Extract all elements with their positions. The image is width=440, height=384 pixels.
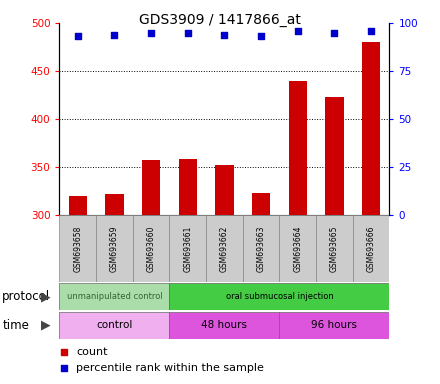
Bar [215, 165, 234, 215]
Bar [69, 196, 87, 215]
Bar [316, 215, 353, 282]
Bar [325, 97, 344, 215]
Text: protocol: protocol [2, 290, 50, 303]
Point [184, 30, 191, 36]
Bar [289, 81, 307, 215]
Bar [105, 194, 124, 215]
Bar [279, 215, 316, 282]
Bar [169, 312, 279, 339]
Bar [206, 215, 243, 282]
Text: 48 hours: 48 hours [202, 320, 247, 330]
Text: ▶: ▶ [41, 290, 51, 303]
Bar [142, 161, 160, 215]
Text: time: time [2, 319, 29, 332]
Bar [179, 159, 197, 215]
Point [331, 30, 338, 36]
Text: unmanipulated control: unmanipulated control [66, 292, 162, 301]
Point [61, 364, 68, 371]
Point [367, 28, 374, 34]
Bar [169, 283, 389, 310]
Text: GSM693662: GSM693662 [220, 225, 229, 272]
Text: GDS3909 / 1417866_at: GDS3909 / 1417866_at [139, 13, 301, 27]
Bar [362, 42, 380, 215]
Text: GSM693665: GSM693665 [330, 225, 339, 272]
Point [257, 33, 264, 40]
Text: GSM693659: GSM693659 [110, 225, 119, 272]
Bar [59, 215, 96, 282]
Bar [279, 312, 389, 339]
Bar [243, 215, 279, 282]
Point [294, 28, 301, 34]
Text: GSM693660: GSM693660 [147, 225, 156, 272]
Bar [169, 215, 206, 282]
Text: GSM693661: GSM693661 [183, 225, 192, 272]
Text: control: control [96, 320, 132, 330]
Bar [59, 283, 169, 310]
Bar [59, 312, 169, 339]
Bar [252, 193, 270, 215]
Text: 96 hours: 96 hours [312, 320, 357, 330]
Text: percentile rank within the sample: percentile rank within the sample [76, 362, 264, 372]
Text: GSM693663: GSM693663 [257, 225, 266, 272]
Text: GSM693658: GSM693658 [73, 225, 82, 272]
Text: GSM693666: GSM693666 [367, 225, 376, 272]
Text: ▶: ▶ [41, 319, 51, 332]
Point [74, 33, 81, 40]
Bar [133, 215, 169, 282]
Point [221, 31, 228, 38]
Bar [96, 215, 133, 282]
Point [111, 31, 118, 38]
Text: GSM693664: GSM693664 [293, 225, 302, 272]
Text: oral submucosal injection: oral submucosal injection [226, 292, 333, 301]
Bar [353, 215, 389, 282]
Text: count: count [76, 347, 107, 357]
Point [61, 349, 68, 355]
Point [147, 30, 154, 36]
